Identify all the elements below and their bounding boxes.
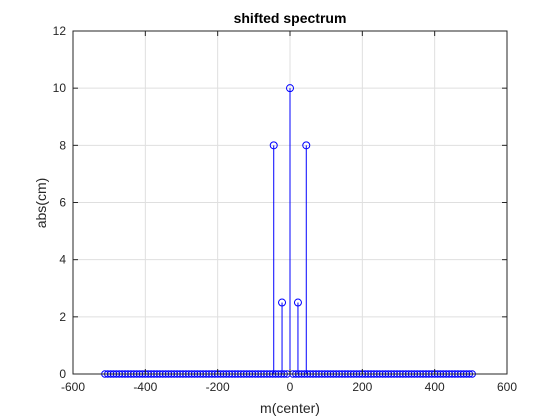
chart-title: shifted spectrum (234, 10, 347, 26)
x-tick-label: 600 (497, 380, 517, 394)
axis-ticks: -600 -400 -200 0 200 400 600 0 2 4 6 8 10 12 (53, 24, 518, 394)
y-tick-label: 12 (53, 24, 67, 38)
x-tick-label: 400 (425, 380, 445, 394)
x-axis-label: m(center) (260, 400, 320, 416)
stem-marker (302, 141, 311, 150)
stem-marker (269, 141, 278, 150)
y-tick-label: 10 (53, 81, 67, 95)
stem-marker (278, 298, 287, 307)
y-tick-label: 0 (59, 367, 66, 381)
y-tick-label: 8 (59, 138, 66, 152)
x-tick-label: -200 (206, 380, 230, 394)
y-tick-label: 4 (59, 253, 66, 267)
stem-marker (286, 84, 294, 93)
y-axis-label: abs(cm) (33, 178, 49, 229)
x-tick-label: -600 (61, 380, 85, 394)
x-tick-label: 200 (352, 380, 372, 394)
y-tick-label: 6 (59, 196, 66, 210)
stem-marker (293, 298, 302, 307)
x-tick-label: -400 (133, 380, 157, 394)
y-tick-label: 2 (59, 310, 66, 324)
x-tick-label: 0 (287, 380, 294, 394)
